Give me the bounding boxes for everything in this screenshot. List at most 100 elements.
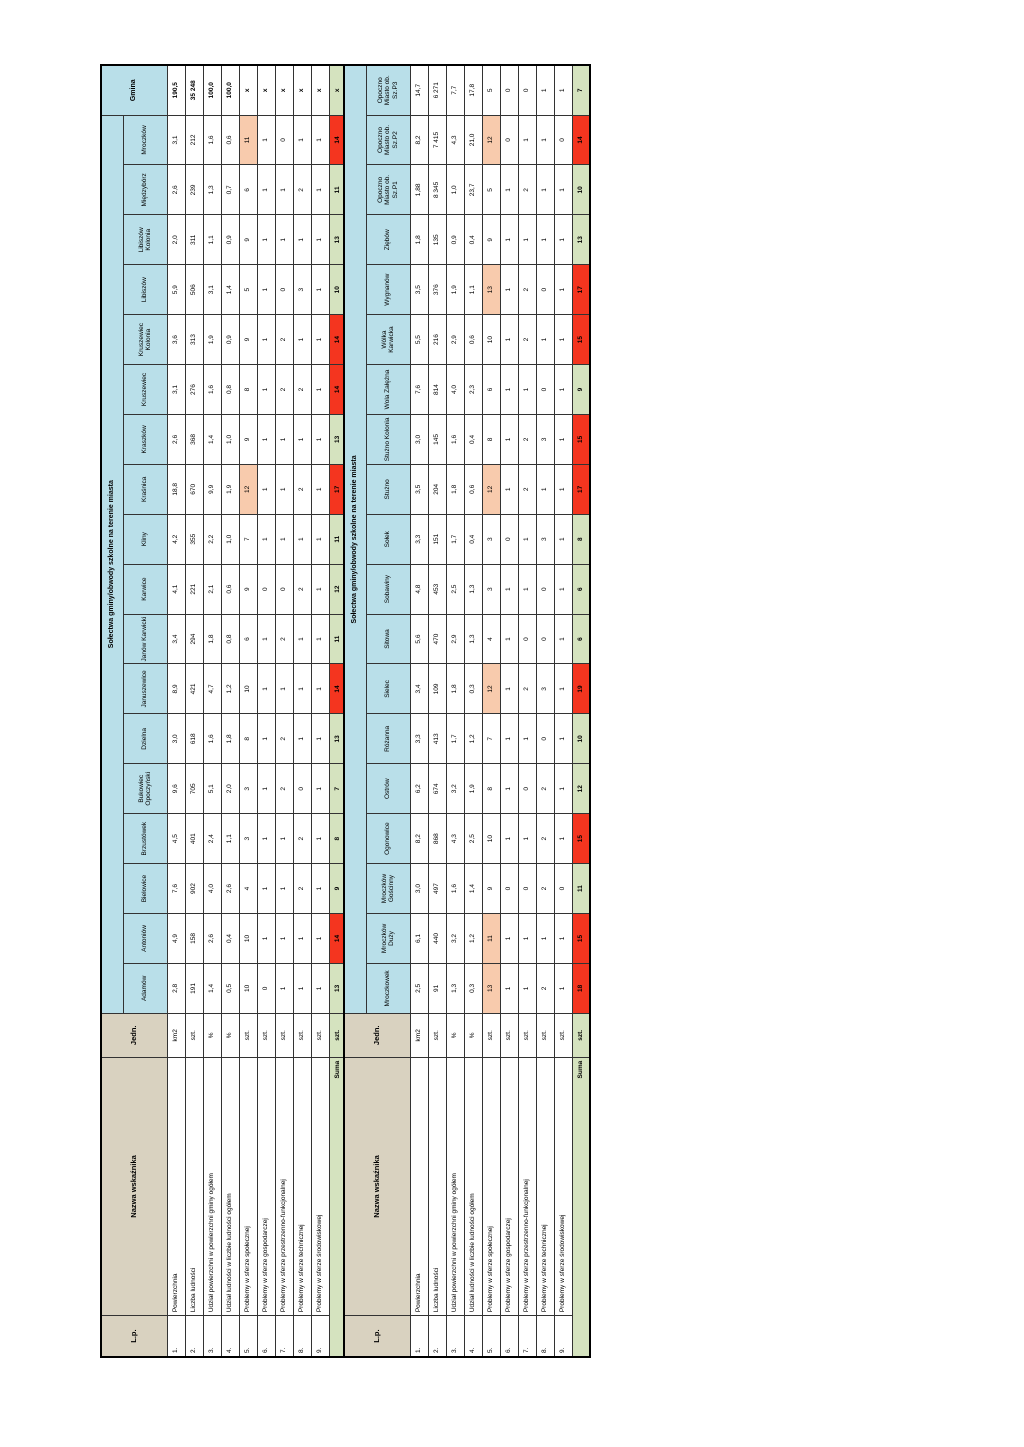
value-cell: 0 xyxy=(536,614,554,664)
unit-cell: % xyxy=(464,1013,482,1058)
value-cell: 1,2 xyxy=(464,913,482,964)
value-cell: 1,6 xyxy=(203,713,221,764)
value-cell: 2 xyxy=(293,464,311,515)
indicator-name: Liczba ludności xyxy=(185,1057,203,1316)
value-cell: 1,0 xyxy=(446,164,464,215)
unit-cell: % xyxy=(446,1013,464,1058)
value-cell: 440 xyxy=(428,913,446,964)
column-header: Brzustówek xyxy=(123,813,167,864)
table-row: 3. Udział powierzchni w powierzchni gminy… xyxy=(203,65,221,1357)
column-header: Stużno Kolonia xyxy=(366,414,410,465)
value-cell: 5,9 xyxy=(167,264,185,315)
value-cell: 3,0 xyxy=(167,713,185,764)
value-cell: 2,4 xyxy=(203,813,221,864)
value-cell: 1 xyxy=(500,564,518,615)
value-cell: 216 xyxy=(428,314,446,365)
value-cell: 4,5 xyxy=(167,813,185,864)
value-cell: 1 xyxy=(293,713,311,764)
table-row: 4. Udział ludności w liczbie ludności ogó… xyxy=(464,65,482,1357)
table-row: 5. Problemy w sferze społecznej szt. 10 10 4 3… xyxy=(239,65,257,1357)
value-cell: 0 xyxy=(257,963,275,1014)
column-header: Wola Załężna xyxy=(366,364,410,415)
value-cell: 1,7 xyxy=(446,713,464,764)
value-cell: 8 xyxy=(239,364,257,415)
value-cell: 1 xyxy=(257,913,275,964)
total-cell: 100,0 xyxy=(203,65,221,116)
value-cell: 3 xyxy=(293,264,311,315)
value-cell: 9,6 xyxy=(167,763,185,814)
value-cell: 1 xyxy=(311,913,329,964)
unit-cell: szt. xyxy=(311,1013,329,1058)
sum-value-cell: 10 xyxy=(572,164,590,215)
row-number: 5. xyxy=(239,1315,257,1357)
table-row: 9. Problemy w sferze środowiskowej szt. 1 1 1… xyxy=(311,65,329,1357)
value-cell: 91 xyxy=(428,963,446,1014)
value-cell: 1 xyxy=(311,115,329,165)
value-cell: 1,8 xyxy=(446,464,464,515)
value-cell: 7,6 xyxy=(167,863,185,914)
value-cell: 2,6 xyxy=(167,414,185,465)
value-cell: 2,5 xyxy=(446,564,464,615)
value-cell: 1 xyxy=(275,164,293,215)
column-header: Januszewice xyxy=(123,663,167,714)
indicator-table-1: L.p. Nazwa wskaźnika Jedn. Sołectwa gminy/o… xyxy=(100,64,348,1358)
value-cell: 2 xyxy=(518,464,536,515)
table-2-block: L.p. Nazwa wskaźnika Jedn. Sołectwa gminy/o… xyxy=(343,64,591,1358)
value-cell: 1 xyxy=(293,214,311,265)
column-header: Mroczków xyxy=(123,115,167,165)
value-cell: 0 xyxy=(500,115,518,165)
column-header: Kliny xyxy=(123,514,167,565)
column-header: Bukowiec Opoczyński xyxy=(123,763,167,814)
value-cell: 1 xyxy=(275,414,293,465)
value-cell: 1 xyxy=(311,164,329,215)
value-cell: 1,4 xyxy=(203,414,221,465)
value-cell: 3,5 xyxy=(410,464,428,515)
indicator-name: Udział ludności w liczbie ludności ogółe… xyxy=(221,1057,239,1316)
row-number: 7. xyxy=(518,1315,536,1357)
value-cell: 1 xyxy=(257,314,275,365)
total-cell: 100,0 xyxy=(221,65,239,116)
row-number: 8. xyxy=(293,1315,311,1357)
value-cell: 1,3 xyxy=(464,614,482,664)
total-cell: 190,5 xyxy=(167,65,185,116)
value-cell: 8 xyxy=(482,414,500,465)
value-cell: 2 xyxy=(275,614,293,664)
column-header: Sitowa xyxy=(366,614,410,664)
value-cell: 0 xyxy=(293,763,311,814)
table-row: 6. Problemy w sferze gospodarczej szt. 1 1 0 1… xyxy=(500,65,518,1357)
value-cell: 0 xyxy=(257,564,275,615)
value-cell: 2 xyxy=(536,863,554,914)
column-header: Ostrów xyxy=(366,763,410,814)
value-cell: 2 xyxy=(275,763,293,814)
value-cell: 1 xyxy=(293,663,311,714)
table-row: 1. Powierzchnia km2 2,8 4,9 7,6 4,5 9,6 3,0 8,9 3,… xyxy=(167,65,185,1357)
value-cell: 13 xyxy=(482,963,500,1014)
value-cell: 1 xyxy=(500,214,518,265)
value-cell: 1 xyxy=(536,164,554,215)
unit-cell: szt. xyxy=(500,1013,518,1058)
value-cell: 9 xyxy=(482,214,500,265)
value-cell: 1 xyxy=(500,414,518,465)
value-cell: 3,1 xyxy=(203,264,221,315)
value-cell: 1 xyxy=(311,663,329,714)
value-cell: 7 xyxy=(239,514,257,565)
value-cell: 1 xyxy=(311,214,329,265)
sum-value-cell: 17 xyxy=(572,264,590,315)
table-row: 4. Udział ludności w liczbie ludności ogó… xyxy=(221,65,239,1357)
value-cell: 3,3 xyxy=(410,713,428,764)
column-header: Sielec xyxy=(366,663,410,714)
table-row: 2. Liczba ludności szt. 191 158 902 401 705 618 4… xyxy=(185,65,203,1357)
indicator-name: Problemy w sferze gospodarczej xyxy=(257,1057,275,1316)
value-cell: 2 xyxy=(536,763,554,814)
unit-cell: szt. xyxy=(482,1013,500,1058)
row-number: 7. xyxy=(275,1315,293,1357)
value-cell: 1 xyxy=(311,314,329,365)
value-cell: 9 xyxy=(482,863,500,914)
value-cell: 1 xyxy=(257,364,275,415)
value-cell: 5,1 xyxy=(203,763,221,814)
value-cell: 135 xyxy=(428,214,446,265)
value-cell: 1 xyxy=(257,115,275,165)
value-cell: 1 xyxy=(518,564,536,615)
value-cell: 1 xyxy=(554,913,572,964)
value-cell: 1 xyxy=(500,713,518,764)
